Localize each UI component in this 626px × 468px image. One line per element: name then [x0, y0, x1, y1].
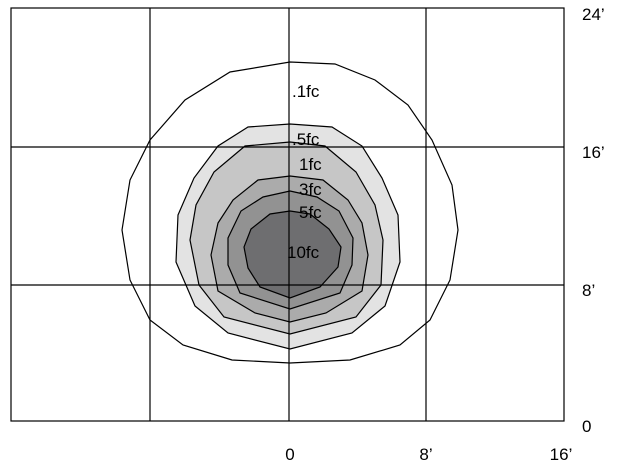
x-axis-label: 16’: [550, 445, 573, 464]
contour-label: 3fc: [299, 180, 322, 199]
contour-label: 10fc: [287, 243, 320, 262]
y-axis-label: 8’: [582, 281, 595, 300]
x-axis-label: 8’: [419, 445, 432, 464]
contour-10fc: [243, 210, 342, 299]
y-axis-label: 0: [582, 417, 591, 436]
x-axis-label: 0: [285, 445, 294, 464]
contour-label: .1fc: [292, 82, 320, 101]
grid-border: [10, 7, 565, 422]
contour-label: .5fc: [292, 130, 320, 149]
grid-lines: [10, 7, 565, 422]
contour-label: 5fc: [299, 203, 322, 222]
y-axis-label: 24’: [582, 5, 605, 24]
y-axis-label: 16’: [582, 143, 605, 162]
contour-label: 1fc: [299, 155, 322, 174]
